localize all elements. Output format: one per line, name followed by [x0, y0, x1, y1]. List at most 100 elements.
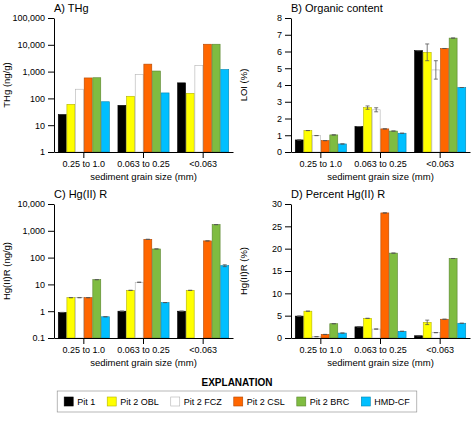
bar	[144, 239, 152, 338]
legend-label: HMD-CF	[374, 397, 410, 407]
error-bar	[391, 253, 395, 254]
y-tick-mark	[48, 98, 54, 99]
y-tick: 4	[277, 80, 291, 90]
error-bar	[374, 329, 378, 330]
y-tick: 1,000	[22, 226, 54, 236]
y-tick-label: 1,000	[22, 226, 45, 236]
y-tick-mark	[285, 271, 291, 272]
y-tick: 1	[40, 147, 54, 157]
x-tick: 0.25 to 1.0	[63, 338, 106, 355]
y-tick-label: 2	[277, 114, 282, 124]
bar	[304, 131, 312, 152]
y-tick-label: 10,000	[17, 40, 45, 50]
y-tick-label: 0	[277, 147, 282, 157]
y-tick: 25	[272, 222, 291, 232]
x-tick-label: 0.25 to 1.0	[300, 159, 343, 169]
y-tick-mark	[285, 293, 291, 294]
y-tick: 100	[30, 253, 54, 263]
x-axis-title: sediment grain size (mm)	[327, 357, 434, 368]
figure: 1101001,00010,000100,0000.25 to 1.00.063…	[0, 0, 474, 426]
bar	[67, 104, 75, 152]
bar	[93, 280, 101, 338]
error-bar	[315, 336, 319, 337]
plot-area	[295, 213, 465, 338]
y-tick-label: 10,000	[17, 199, 45, 209]
legend-swatch	[234, 397, 243, 406]
y-axis: 051015202530	[272, 199, 292, 343]
legend-label: Pit 2 CSL	[247, 397, 285, 407]
bar	[389, 253, 397, 338]
series	[93, 225, 220, 338]
y-tick: 10,000	[17, 199, 54, 209]
legend-title: EXPLANATION	[202, 377, 273, 388]
error-bar	[78, 297, 82, 298]
y-axis: 012345678	[277, 13, 292, 157]
x-tick: 0.063 to 0.25	[117, 338, 170, 355]
bar	[330, 135, 338, 152]
bar	[58, 115, 66, 152]
x-tick-label: <0.063	[189, 159, 217, 169]
y-axis: 1101001,00010,000100,000	[12, 13, 54, 157]
legend-item: Pit 2 CSL	[234, 397, 285, 407]
y-tick: 10,000	[17, 40, 54, 50]
error-bar	[223, 265, 227, 267]
x-tick: 0.063 to 0.25	[354, 338, 407, 355]
y-tick-mark	[48, 311, 54, 312]
x-axis: 0.25 to 1.00.063 to 0.25<0.063	[55, 338, 234, 355]
error-bar	[180, 311, 184, 312]
error-bar	[297, 316, 301, 317]
legend-swatch	[361, 397, 370, 406]
x-tick-label: 0.063 to 0.25	[354, 345, 407, 355]
y-tick: 5	[277, 311, 291, 321]
y-tick-label: 5	[277, 311, 282, 321]
error-bar	[425, 44, 429, 61]
y-tick: 1	[277, 131, 291, 141]
bar	[398, 331, 406, 338]
plot-area	[58, 225, 228, 338]
error-bar	[383, 128, 387, 129]
x-tick-mark	[440, 338, 441, 344]
y-tick-label: 7	[277, 30, 282, 40]
bar	[389, 131, 397, 152]
bar	[330, 324, 338, 338]
plot-area	[58, 44, 228, 152]
error-bar	[103, 316, 107, 317]
error-bar	[205, 240, 209, 241]
series	[67, 290, 194, 338]
bar	[321, 141, 329, 152]
series	[304, 44, 431, 152]
error-bar	[306, 130, 310, 131]
y-tick-label: 30	[272, 199, 282, 209]
y-tick: 15	[272, 266, 291, 276]
panel: 0510152025300.25 to 1.00.063 to 0.25<0.0…	[238, 188, 471, 368]
y-tick-mark	[285, 18, 291, 19]
bar	[441, 48, 449, 152]
x-tick-mark	[203, 338, 204, 344]
error-bar	[86, 297, 90, 298]
error-bar	[146, 239, 150, 240]
y-tick-label: 1	[277, 131, 282, 141]
y-tick-mark	[285, 68, 291, 69]
y-tick-mark	[285, 338, 291, 339]
axis-domain	[291, 19, 292, 153]
legend-swatch	[64, 397, 73, 406]
y-tick-label: 0	[277, 333, 282, 343]
series	[101, 265, 228, 338]
axis-domain	[54, 19, 55, 153]
y-tick: 20	[272, 244, 291, 254]
y-tick-label: 100	[30, 94, 45, 104]
bar	[84, 298, 92, 338]
bar	[415, 336, 423, 338]
series	[76, 282, 144, 338]
error-bar	[434, 61, 438, 79]
x-axis: 0.25 to 1.00.063 to 0.25<0.063	[55, 152, 234, 169]
error-bar	[297, 139, 301, 140]
legend-label: Pit 2 OBL	[120, 397, 159, 407]
panel-title: A) THg	[54, 2, 89, 14]
error-bar	[460, 87, 464, 88]
x-tick: <0.063	[426, 152, 454, 169]
bar	[118, 105, 126, 152]
legend-item: Pit 2 FCZ	[171, 397, 223, 407]
bar	[338, 144, 346, 152]
error-bar	[332, 323, 336, 324]
